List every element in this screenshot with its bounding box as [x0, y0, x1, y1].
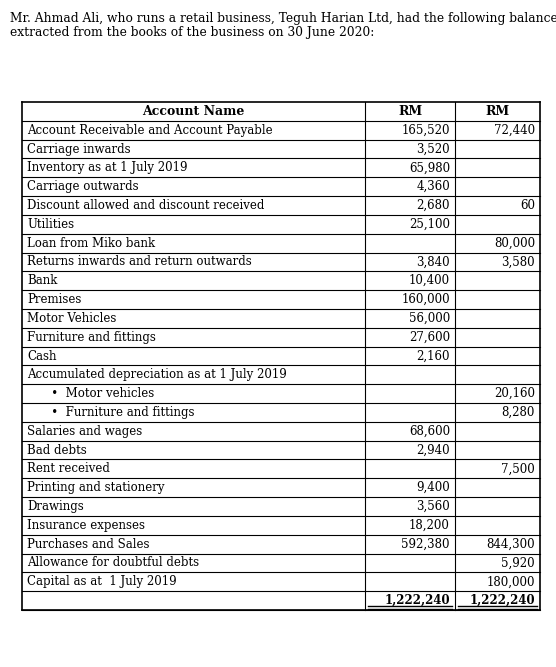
Text: Drawings: Drawings	[27, 500, 84, 513]
Text: Bank: Bank	[27, 274, 57, 287]
Text: 20,160: 20,160	[494, 387, 535, 400]
Text: 592,380: 592,380	[401, 538, 450, 551]
Text: 7,500: 7,500	[502, 462, 535, 476]
Text: Loan from Miko bank: Loan from Miko bank	[27, 237, 155, 249]
Text: 10,400: 10,400	[409, 274, 450, 287]
Text: 3,520: 3,520	[416, 143, 450, 155]
Text: Discount allowed and discount received: Discount allowed and discount received	[27, 199, 264, 212]
Text: 2,160: 2,160	[416, 350, 450, 362]
Text: •  Motor vehicles: • Motor vehicles	[40, 387, 154, 400]
Text: 3,840: 3,840	[416, 255, 450, 268]
Text: RM: RM	[485, 105, 509, 118]
Text: Bad debts: Bad debts	[27, 444, 87, 457]
Text: 5,920: 5,920	[502, 556, 535, 570]
Text: Account Receivable and Account Payable: Account Receivable and Account Payable	[27, 123, 272, 137]
Text: Account Name: Account Name	[142, 105, 245, 118]
Text: 72,440: 72,440	[494, 123, 535, 137]
Text: 1,222,240: 1,222,240	[384, 594, 450, 607]
Text: Motor Vehicles: Motor Vehicles	[27, 312, 116, 325]
Text: 2,940: 2,940	[416, 444, 450, 457]
Text: 165,520: 165,520	[401, 123, 450, 137]
Text: Premises: Premises	[27, 293, 81, 306]
Text: 27,600: 27,600	[409, 331, 450, 344]
Text: Returns inwards and return outwards: Returns inwards and return outwards	[27, 255, 252, 268]
Text: Printing and stationery: Printing and stationery	[27, 481, 165, 494]
Text: 1,222,240: 1,222,240	[469, 594, 535, 607]
Text: •  Furniture and fittings: • Furniture and fittings	[40, 406, 195, 419]
Text: 18,200: 18,200	[409, 519, 450, 532]
Text: 68,600: 68,600	[409, 425, 450, 438]
Text: 844,300: 844,300	[486, 538, 535, 551]
Text: Insurance expenses: Insurance expenses	[27, 519, 145, 532]
Text: 3,580: 3,580	[502, 255, 535, 268]
Text: Accumulated depreciation as at 1 July 2019: Accumulated depreciation as at 1 July 20…	[27, 368, 287, 382]
Text: Inventory as at 1 July 2019: Inventory as at 1 July 2019	[27, 161, 187, 174]
Text: Allowance for doubtful debts: Allowance for doubtful debts	[27, 556, 199, 570]
Text: Rent received: Rent received	[27, 462, 110, 476]
Text: 25,100: 25,100	[409, 218, 450, 231]
Text: Mr. Ahmad Ali, who runs a retail business, Teguh Harian Ltd, had the following b: Mr. Ahmad Ali, who runs a retail busines…	[10, 12, 556, 25]
Text: 56,000: 56,000	[409, 312, 450, 325]
Text: 9,400: 9,400	[416, 481, 450, 494]
Text: Capital as at  1 July 2019: Capital as at 1 July 2019	[27, 575, 177, 588]
Text: RM: RM	[398, 105, 422, 118]
Text: Cash: Cash	[27, 350, 57, 362]
Text: Salaries and wages: Salaries and wages	[27, 425, 142, 438]
Text: Purchases and Sales: Purchases and Sales	[27, 538, 150, 551]
Text: 80,000: 80,000	[494, 237, 535, 249]
Text: extracted from the books of the business on 30 June 2020:: extracted from the books of the business…	[10, 26, 374, 39]
Text: 65,980: 65,980	[409, 161, 450, 174]
Text: 4,360: 4,360	[416, 180, 450, 193]
Text: 180,000: 180,000	[486, 575, 535, 588]
Text: Carriage inwards: Carriage inwards	[27, 143, 131, 155]
Text: Utilities: Utilities	[27, 218, 74, 231]
Text: 2,680: 2,680	[416, 199, 450, 212]
Text: 8,280: 8,280	[502, 406, 535, 419]
Text: Carriage outwards: Carriage outwards	[27, 180, 138, 193]
Text: 3,560: 3,560	[416, 500, 450, 513]
Text: 160,000: 160,000	[401, 293, 450, 306]
Text: 60: 60	[520, 199, 535, 212]
Text: Furniture and fittings: Furniture and fittings	[27, 331, 156, 344]
